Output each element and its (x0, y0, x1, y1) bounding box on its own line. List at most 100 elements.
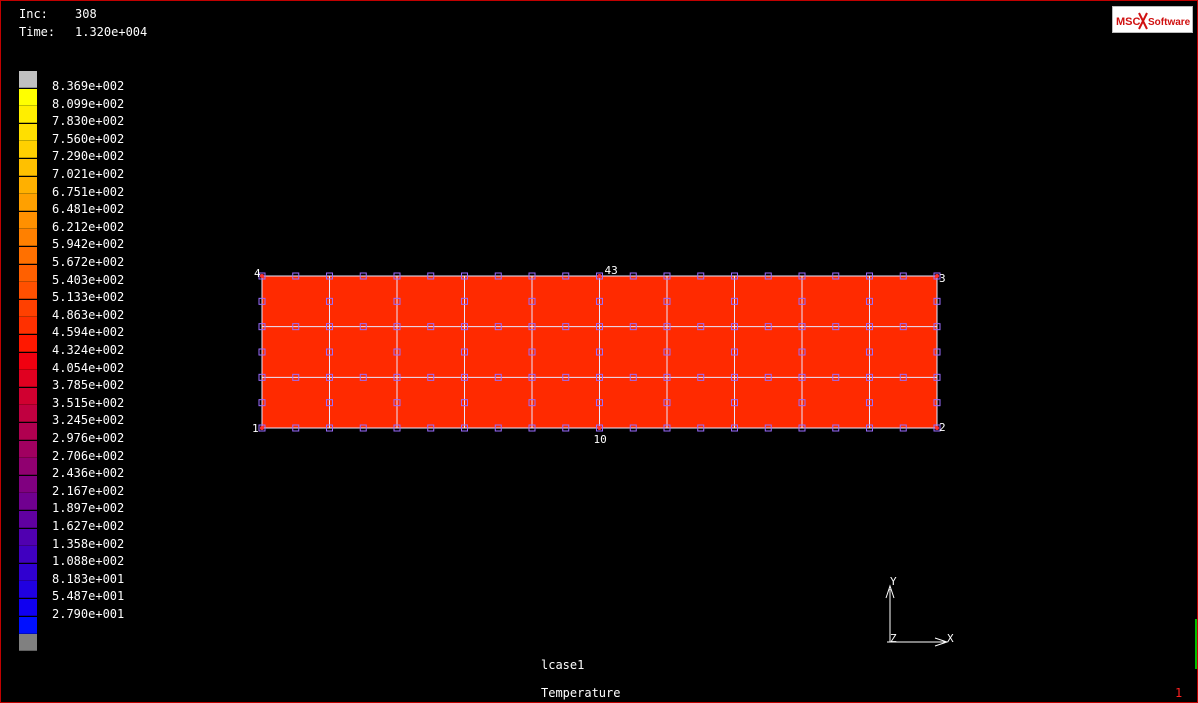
mesh-node (933, 348, 941, 356)
mesh-node (427, 272, 435, 280)
edge-marker (1195, 619, 1197, 669)
mesh-node (764, 323, 772, 331)
mesh-node (697, 272, 705, 280)
mesh-node (393, 373, 401, 381)
legend-value: 6.212e+002 (52, 219, 125, 234)
mesh-node (461, 297, 468, 305)
legend-swatch (19, 352, 37, 370)
legend-value: 4.863e+002 (52, 307, 125, 322)
mesh-node (731, 399, 738, 407)
legend-swatch (19, 159, 37, 176)
x-axis-arrow-icon (934, 637, 949, 647)
mesh-node (731, 297, 738, 305)
legend-swatch (19, 616, 37, 634)
mesh-node (832, 424, 840, 432)
mesh-node (663, 323, 671, 331)
mesh-node (697, 424, 705, 432)
mesh-node (258, 272, 266, 280)
mesh-node (528, 373, 536, 381)
mesh-node (326, 323, 333, 331)
legend-swatch (19, 563, 37, 581)
mesh-node (427, 424, 435, 432)
time-value: 1.320e+004 (75, 25, 148, 39)
y-axis-label: Y (890, 575, 897, 588)
mesh-node (494, 272, 502, 280)
legend-swatch (19, 493, 37, 511)
legend-swatch (19, 475, 37, 493)
mesh-node (562, 424, 570, 432)
mesh-node (596, 348, 603, 356)
mesh-node (663, 424, 671, 432)
node-label: 3 (939, 272, 946, 285)
mesh-node (866, 424, 873, 432)
mesh-node (629, 373, 637, 381)
mesh-node (326, 399, 333, 407)
mesh-node (933, 424, 941, 432)
legend-value: 5.487e+001 (52, 589, 125, 604)
loadcase-label: lcase1 (541, 658, 585, 672)
mesh-node (562, 272, 570, 280)
mesh-node (258, 348, 266, 356)
legend-value: 6.481e+002 (52, 202, 125, 217)
mesh-node (393, 348, 401, 356)
mesh-node (798, 348, 806, 356)
mesh-node (933, 399, 941, 407)
mesh-node (663, 297, 671, 305)
legend-swatch (19, 123, 37, 141)
legend-swatch (19, 211, 37, 229)
mesh-node (832, 323, 840, 331)
mesh-node (258, 399, 266, 407)
legend-swatch (19, 247, 37, 264)
mesh-node (393, 399, 401, 407)
mesh-node (629, 272, 637, 280)
mesh-node (731, 272, 738, 280)
mesh-node (461, 373, 468, 381)
mesh-node (832, 272, 840, 280)
msc-software-logo: MSC Software (1112, 6, 1193, 33)
mesh-node (258, 424, 266, 432)
legend-value: 5.672e+002 (52, 255, 125, 269)
legend-swatch (19, 299, 37, 317)
legend-swatch (19, 141, 37, 159)
legend-swatch (19, 229, 37, 247)
legend-value: 8.099e+002 (52, 96, 125, 111)
legend-swatch (19, 194, 37, 212)
mesh-node (629, 424, 637, 432)
mesh-node (933, 272, 941, 280)
increment-value: 308 (75, 7, 97, 21)
mesh-node (393, 297, 401, 305)
mesh-node (562, 373, 570, 381)
legend-value: 4.324e+002 (52, 343, 125, 357)
legend-swatch (19, 317, 37, 335)
mesh-node (798, 297, 806, 305)
mesh-node (866, 348, 873, 356)
logo-msc-text: MSC (1116, 16, 1141, 28)
mesh-node (798, 399, 806, 407)
mesh-node (359, 323, 367, 331)
mesh-node (461, 272, 468, 280)
node-label: 1 (252, 422, 259, 435)
mesh-node (292, 373, 300, 381)
legend-value: 8.369e+002 (52, 79, 125, 93)
mesh-node (427, 373, 435, 381)
mesh-node (798, 424, 806, 432)
mesh-node (258, 373, 266, 381)
mesh-node (596, 297, 603, 305)
mesh-node (494, 373, 502, 381)
mesh-node (731, 424, 738, 432)
mesh-node (899, 373, 907, 381)
mesh-node (832, 373, 840, 381)
legend-value: 1.088e+002 (52, 554, 125, 569)
legend-value: 3.245e+002 (52, 413, 125, 428)
page-indicator: 1 (1175, 686, 1183, 700)
mesh-node (494, 424, 502, 432)
time-label: Time: (19, 25, 56, 39)
mesh-node (933, 323, 941, 331)
legend-swatch (19, 370, 37, 388)
mesh-node (899, 272, 907, 280)
corner-node (597, 426, 602, 430)
legend-value: 6.751e+002 (52, 184, 125, 199)
legend-swatch (19, 71, 37, 88)
